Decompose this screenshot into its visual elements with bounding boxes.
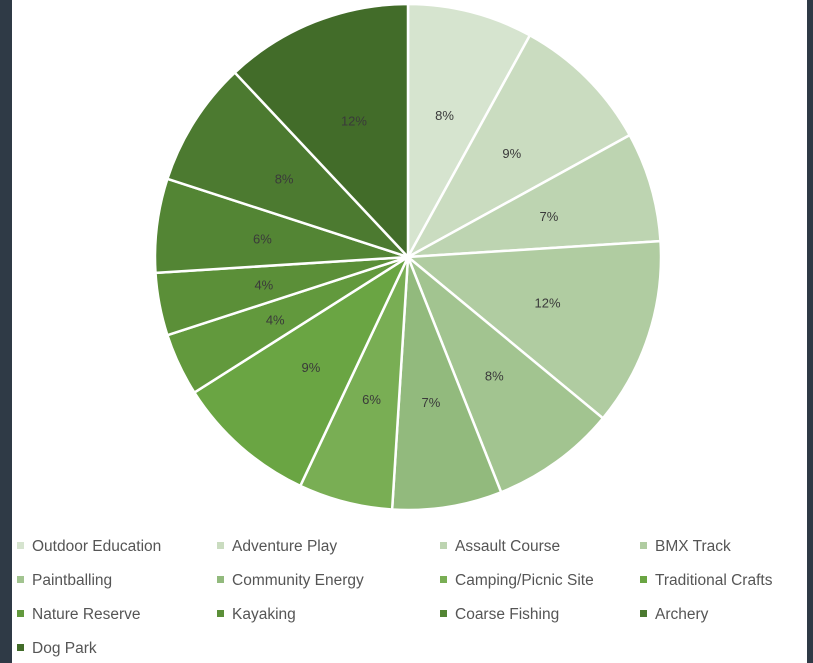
slice-data-label: 9% bbox=[302, 360, 321, 375]
legend-swatch bbox=[17, 542, 24, 550]
legend-swatch bbox=[17, 644, 24, 652]
slice-data-label: 8% bbox=[485, 369, 504, 384]
legend-swatch bbox=[440, 610, 447, 618]
legend-item: Dog Park bbox=[17, 638, 97, 660]
legend-item: Assault Course bbox=[440, 536, 560, 558]
legend-swatch bbox=[17, 610, 24, 618]
pie-chart: 8% 9% 7% 12% 8% 7% 6% 9% 4% 4% 6% 8% 12% bbox=[153, 2, 663, 512]
pie-slice bbox=[406, 256, 605, 494]
pie-slice bbox=[407, 133, 662, 259]
slice-data-label: 4% bbox=[254, 277, 273, 292]
legend-label: Paintballing bbox=[32, 572, 113, 589]
pie-slice bbox=[404, 33, 632, 261]
legend-swatch bbox=[440, 542, 447, 550]
legend-item: Traditional Crafts bbox=[640, 570, 772, 592]
legend-swatch bbox=[640, 576, 647, 584]
legend-item: BMX Track bbox=[640, 536, 731, 558]
slice-data-label: 6% bbox=[253, 232, 272, 247]
legend-label: Traditional Crafts bbox=[655, 572, 773, 589]
legend-label: Dog Park bbox=[32, 640, 97, 657]
legend-label: Outdoor Education bbox=[32, 538, 162, 555]
slice-data-label: 9% bbox=[502, 146, 521, 161]
legend-label: Assault Course bbox=[455, 538, 561, 555]
legend-item: Paintballing bbox=[17, 570, 112, 592]
legend-label: BMX Track bbox=[655, 538, 731, 555]
legend-label: Camping/Picnic Site bbox=[455, 572, 594, 589]
slice-data-label: 12% bbox=[341, 114, 367, 129]
legend-swatch bbox=[17, 576, 24, 584]
chart-panel: 8% 9% 7% 12% 8% 7% 6% 9% 4% 4% 6% 8% 12% Outdoor Edu… bbox=[12, 0, 807, 663]
pie-slice bbox=[406, 2, 532, 258]
legend-item: Coarse Fishing bbox=[440, 604, 559, 626]
pie-slice bbox=[404, 239, 663, 421]
legend-item: Archery bbox=[640, 604, 708, 626]
legend-label: Archery bbox=[655, 606, 709, 623]
slice-data-label: 8% bbox=[275, 171, 294, 186]
legend-swatch bbox=[217, 542, 224, 550]
slice-data-label: 12% bbox=[535, 295, 561, 310]
pie-slice bbox=[233, 2, 410, 261]
pie-slice bbox=[192, 253, 411, 488]
pie-slice bbox=[390, 256, 503, 512]
legend-item: Adventure Play bbox=[217, 536, 337, 558]
legend-label: Nature Reserve bbox=[32, 606, 141, 623]
legend-item: Community Energy bbox=[217, 570, 364, 592]
legend-item: Outdoor Education bbox=[17, 536, 161, 558]
pie-slice bbox=[165, 70, 409, 259]
legend-item: Nature Reserve bbox=[17, 604, 141, 626]
slice-data-label: 6% bbox=[362, 392, 381, 407]
slice-data-label: 8% bbox=[435, 108, 454, 123]
legend-label: Adventure Play bbox=[232, 538, 338, 555]
legend-swatch bbox=[217, 610, 224, 618]
slice-data-label: 7% bbox=[540, 209, 559, 224]
slice-data-label: 4% bbox=[266, 312, 285, 327]
legend-item: Kayaking bbox=[217, 604, 296, 626]
legend-swatch bbox=[640, 542, 647, 550]
legend-label: Coarse Fishing bbox=[455, 606, 560, 623]
legend-swatch bbox=[217, 576, 224, 584]
legend-swatch bbox=[440, 576, 447, 584]
legend-swatch bbox=[640, 610, 647, 618]
slice-data-label: 7% bbox=[422, 395, 441, 410]
legend-item: Camping/Picnic Site bbox=[440, 570, 594, 592]
legend-label: Kayaking bbox=[232, 606, 296, 623]
legend-label: Community Energy bbox=[232, 572, 364, 589]
